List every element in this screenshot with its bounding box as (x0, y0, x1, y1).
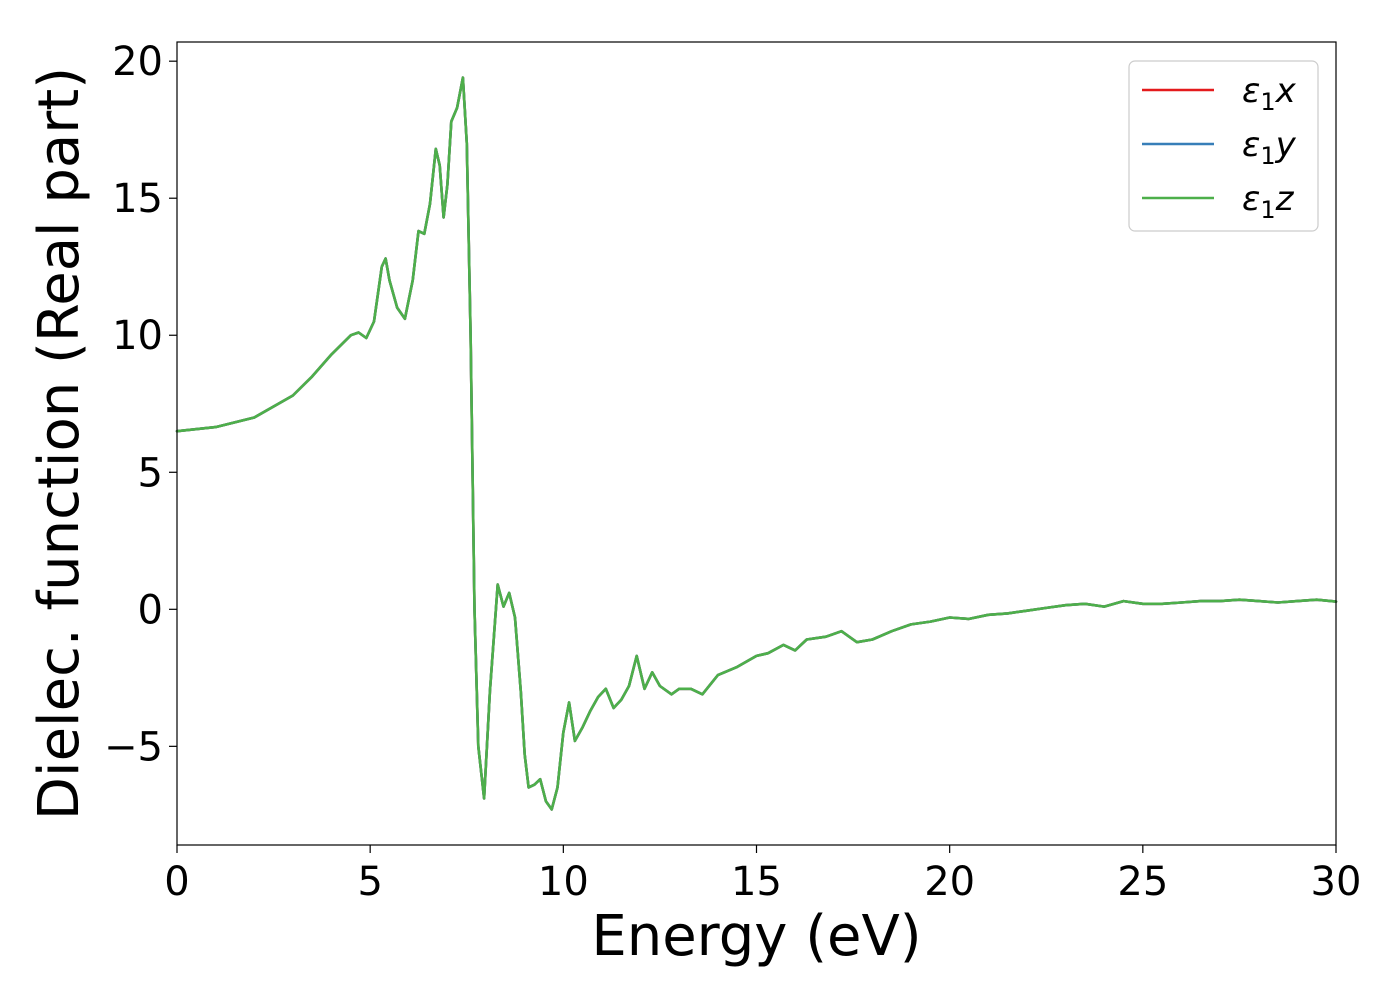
x-tick-label: 5 (357, 859, 382, 905)
x-tick-label: 10 (538, 859, 589, 905)
legend: ε1x ε1y ε1z (1128, 60, 1319, 232)
x-tick-label: 0 (164, 859, 189, 905)
x-tick-label: 15 (731, 859, 782, 905)
y-tick-label: −5 (104, 724, 163, 770)
x-axis: 0 5 10 15 20 25 30 (164, 845, 1361, 905)
y-tick-label: 10 (112, 313, 163, 359)
y-tick-label: 5 (138, 450, 163, 496)
y-axis: −5 0 5 10 15 20 (104, 39, 177, 770)
legend-label-z: ε1z (1242, 179, 1295, 224)
x-tick-label: 25 (1117, 859, 1168, 905)
x-tick-label: 20 (924, 859, 975, 905)
x-axis-title: Energy (eV) (591, 904, 921, 969)
legend-box (1128, 60, 1319, 232)
y-axis-title: Dielec. function (Real part) (27, 67, 92, 820)
y-tick-label: 20 (112, 39, 163, 85)
legend-label-x: ε1x (1242, 71, 1297, 116)
series-layer (175, 76, 1338, 811)
y-tick-label: 0 (138, 587, 163, 633)
x-tick-label: 30 (1311, 859, 1362, 905)
legend-label-y: ε1y (1242, 125, 1297, 170)
series-line-z (175, 76, 1338, 811)
y-tick-label: 15 (112, 176, 163, 222)
